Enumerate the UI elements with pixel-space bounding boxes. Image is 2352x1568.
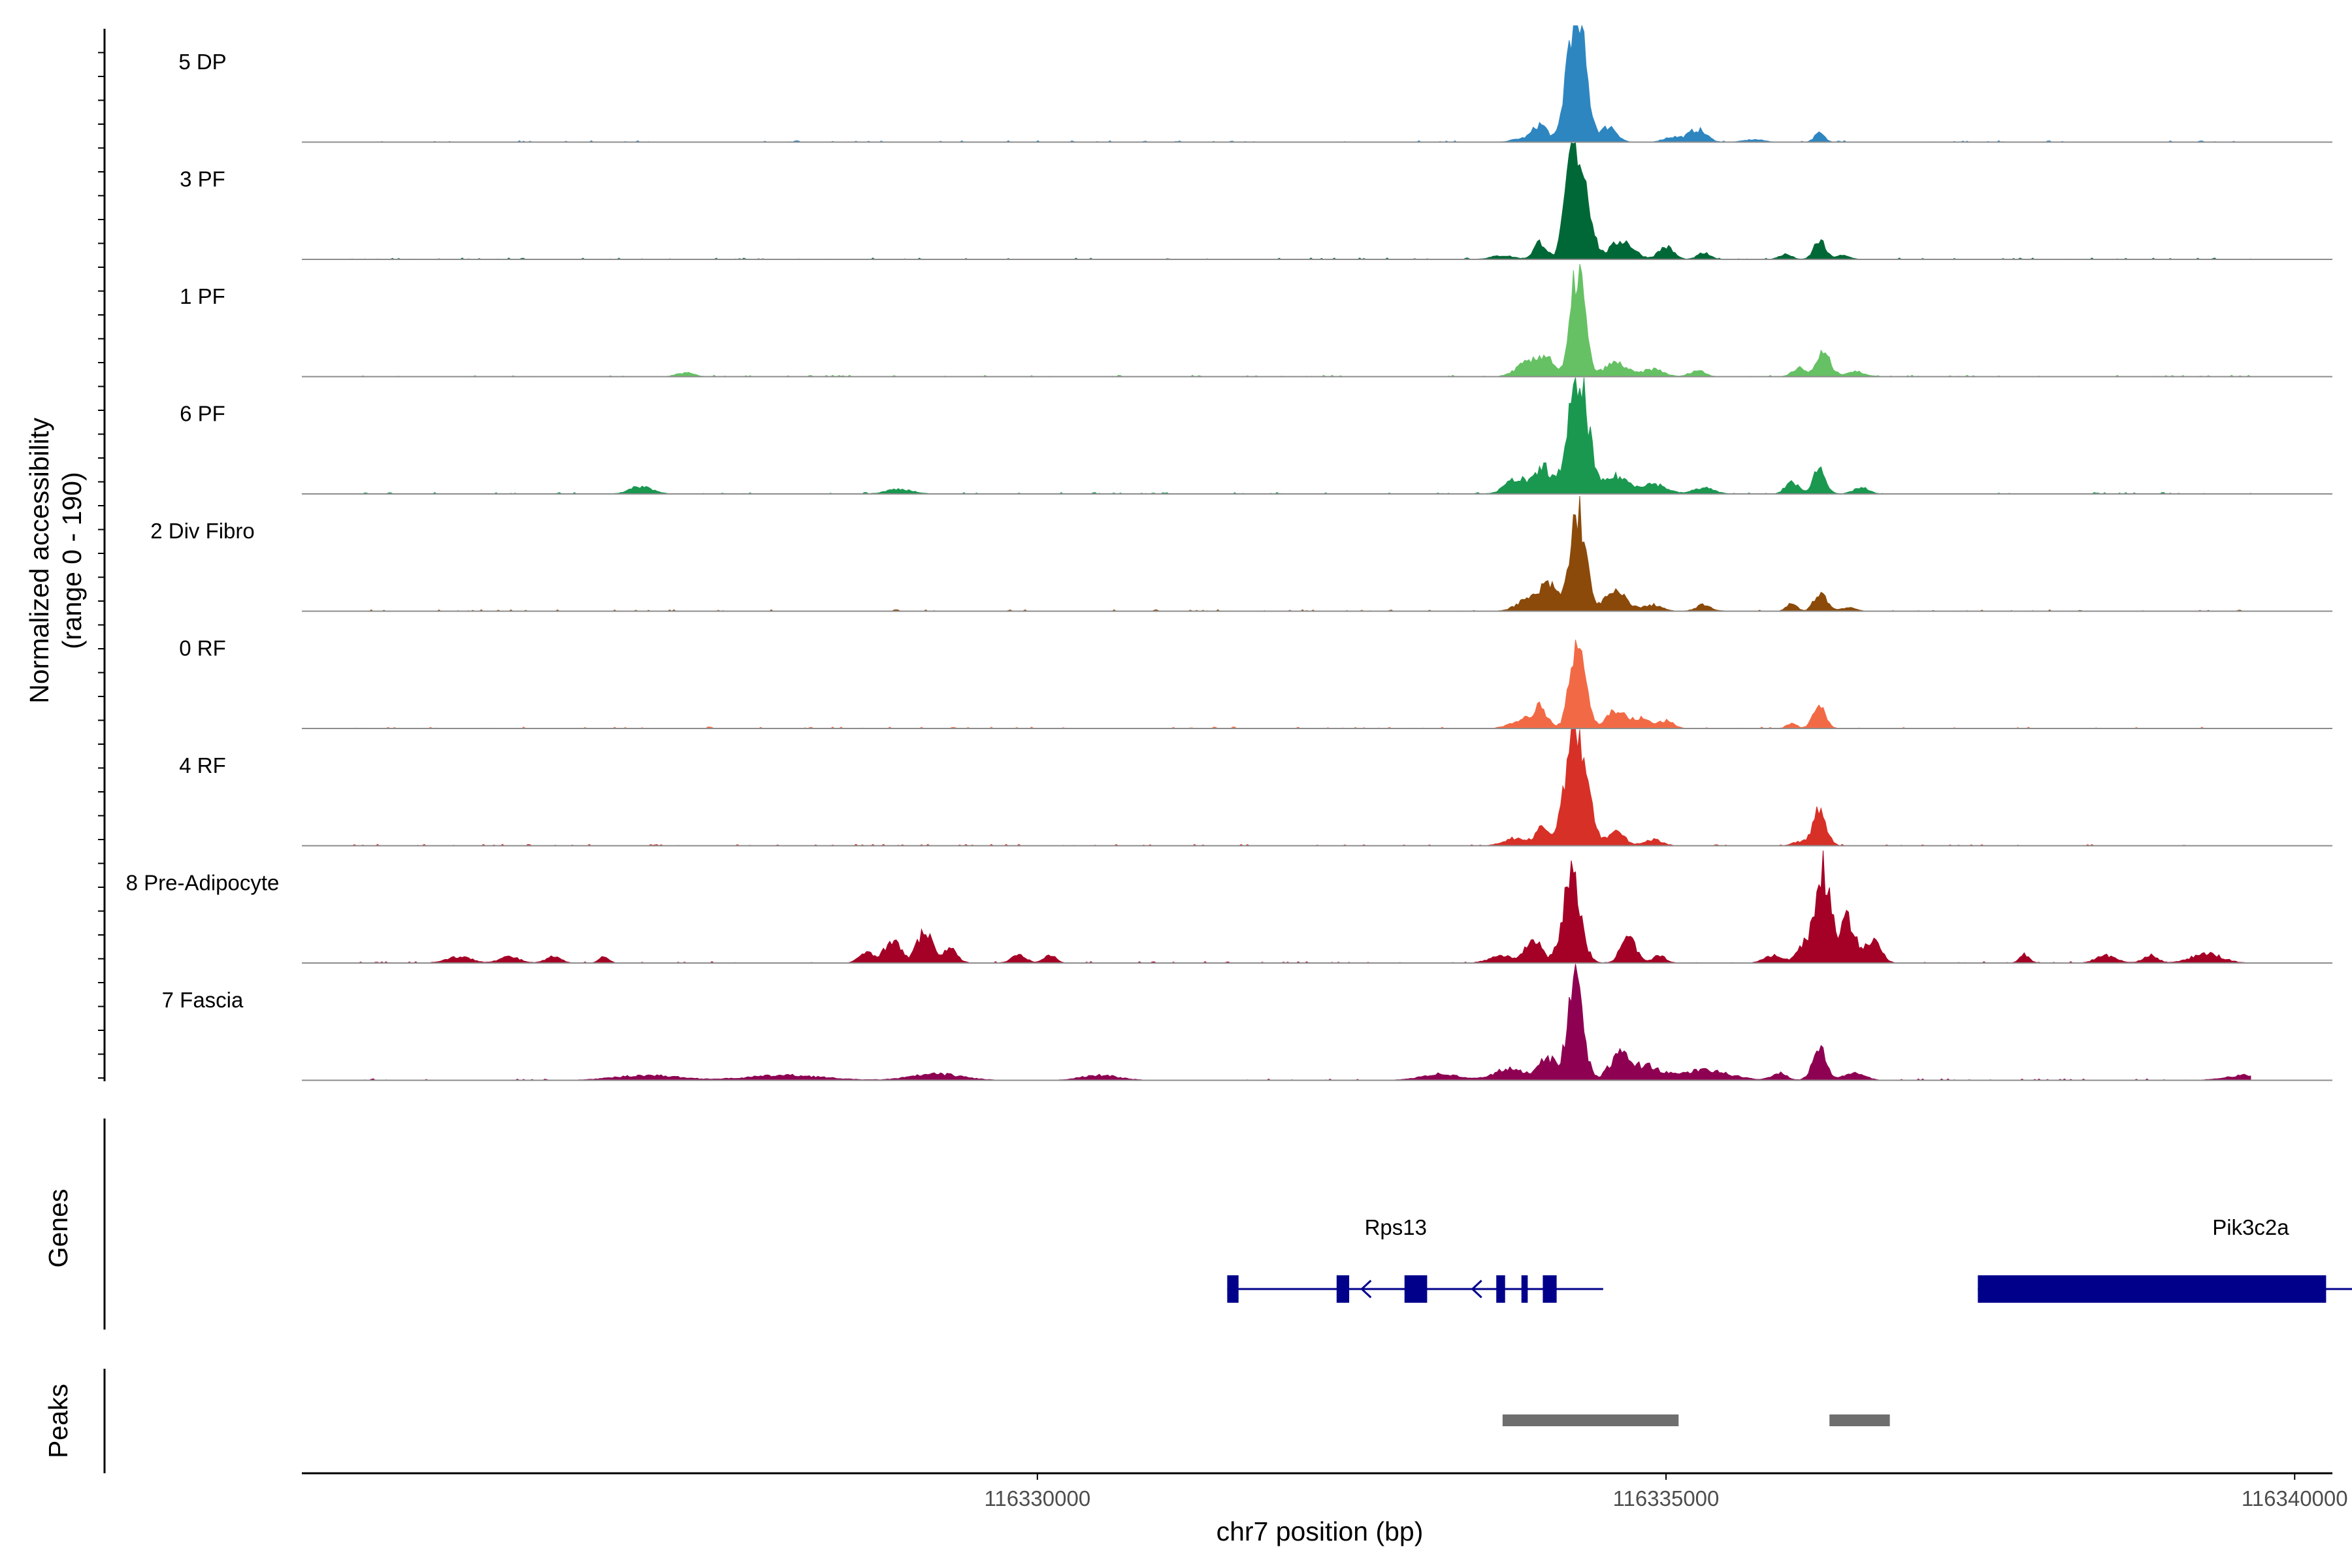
gene-exon: [1227, 1275, 1239, 1303]
track-label: 5 DP: [178, 50, 226, 74]
track-label: 7 Fascia: [162, 988, 244, 1012]
gene-exon: [1336, 1275, 1350, 1303]
gene-pik3c2a: Pik3c2a: [1978, 1215, 2352, 1303]
peak-region: [1502, 1414, 1679, 1426]
gene-label: Pik3c2a: [2212, 1215, 2289, 1239]
track-2-div-fibro: 2 Div Fibro: [150, 496, 2332, 612]
x-tick-label: 116340000: [2242, 1486, 2348, 1511]
coverage-area: [346, 24, 2251, 143]
genes-layer: Rps13 Pik3c2a: [1227, 1215, 2352, 1303]
peaks-layer: [1502, 1414, 1890, 1426]
gene-exon: [1496, 1275, 1505, 1303]
track-1-pf: 1 PF: [180, 263, 2332, 378]
track-label: 1 PF: [180, 284, 225, 308]
y-axis-title-line2: (range 0 - 190): [57, 472, 87, 649]
axes-layer: 116330000 116335000 116340000: [98, 29, 2348, 1511]
coverage-area: [346, 496, 2251, 612]
tracks-layer: 5 DP 3 PF 1 PF 6 PF 2 Div Fibro 0 RF 4 RF 8 Pre…: [126, 24, 2332, 1081]
gene-rps13: Rps13: [1227, 1215, 1603, 1303]
track-label: 6 PF: [180, 401, 225, 425]
coverage-area: [346, 640, 2251, 729]
track-5-dp: 5 DP: [178, 24, 2332, 143]
coverage-area: [346, 142, 2251, 260]
gene-exon: [1978, 1275, 2327, 1303]
track-label: 3 PF: [180, 167, 225, 191]
strand-arrow: [1471, 1279, 1482, 1299]
coverage-area: [346, 964, 2251, 1081]
x-tick-label: 116330000: [984, 1486, 1090, 1511]
track-label: 8 Pre-Adipocyte: [126, 870, 280, 894]
gene-exon: [1543, 1275, 1557, 1303]
genes-axis-title: Genes: [43, 1189, 73, 1268]
x-axis-title: chr7 position (bp): [1217, 1516, 1424, 1546]
y-axis-title-line1: Normalized accessibility: [24, 417, 54, 704]
gene-exon: [1404, 1275, 1428, 1303]
peaks-axis-title: Peaks: [43, 1384, 73, 1458]
gene-label: Rps13: [1365, 1215, 1427, 1239]
track-6-pf: 6 PF: [180, 377, 2332, 495]
track-label: 2 Div Fibro: [150, 519, 255, 543]
track-7-fascia: 7 Fascia: [162, 964, 2332, 1081]
coverage-area: [346, 728, 2251, 847]
track-0-rf: 0 RF: [179, 636, 2332, 729]
track-label: 0 RF: [179, 636, 226, 660]
strand-arrow: [1360, 1279, 1372, 1299]
track-8-pre-adipocyte: 8 Pre-Adipocyte: [126, 850, 2332, 964]
coverage-area: [346, 850, 2251, 964]
track-3-pf: 3 PF: [180, 142, 2332, 260]
track-label: 4 RF: [179, 753, 226, 777]
x-tick-label: 116335000: [1613, 1486, 1720, 1511]
peak-region: [1829, 1414, 1890, 1426]
coverage-area: [346, 263, 2251, 378]
track-4-rf: 4 RF: [179, 728, 2332, 847]
gene-exon: [1521, 1275, 1528, 1303]
coverage-area: [346, 377, 2251, 495]
